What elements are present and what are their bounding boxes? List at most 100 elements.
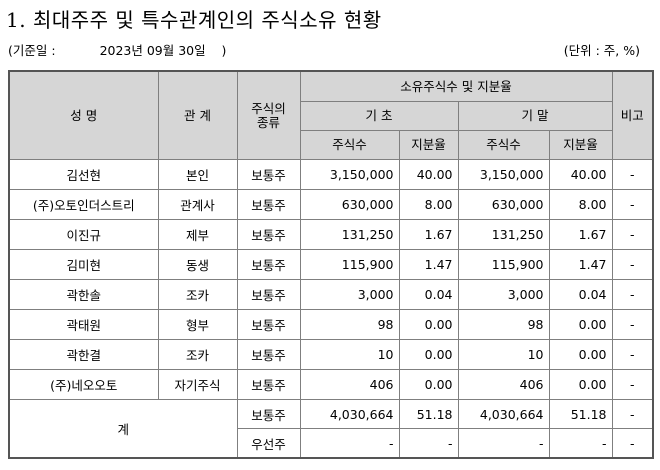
basis-date-line: (기준일 : 2023년 09월 30일 ) [8,40,226,59]
name-cell: 김선현 [8,159,159,190]
header-end-ratio: 지분율 [548,130,613,160]
header-ownership: 소유주식수 및 지분율 [299,70,613,102]
end-shares-cell: 10 [457,339,550,370]
note-cell: - [611,189,654,220]
start-shares-cell: 3,150,000 [299,159,400,190]
total-end-ratio-cell: 51.18 [548,399,613,429]
header-stock-type-line2: 종류 [256,114,280,130]
total-label-cell: 계 [8,399,238,459]
page-title: 1. 최대주주 및 특수관계인의 주식소유 현황 [6,8,382,32]
header-end-shares: 주식수 [457,130,550,160]
start-ratio-cell: 0.00 [398,309,459,340]
header-name: 성 명 [8,70,159,160]
relation-cell: 형부 [157,309,238,340]
note-cell: - [611,309,654,340]
name-cell: 곽한솔 [8,279,159,310]
note-cell: - [611,249,654,280]
basis-date-value: 2023년 09월 30일 [99,43,206,58]
stock-type-cell: 보통주 [236,339,301,370]
start-ratio-cell: 0.04 [398,279,459,310]
header-end: 기 말 [457,101,613,131]
total-stock-type-cell: 보통주 [236,399,301,429]
start-shares-cell: 3,000 [299,279,400,310]
stock-type-cell: 보통주 [236,279,301,310]
stock-type-cell: 보통주 [236,369,301,400]
table-row: (주)오토인더스트리 관계사 보통주 630,000 8.00 630,000 8.00- [8,189,654,220]
stock-type-cell: 보통주 [236,249,301,280]
note-cell: - [611,219,654,250]
total-note-cell: - [611,399,654,429]
header-start-shares: 주식수 [299,130,400,160]
relation-cell: 관계사 [157,189,238,220]
header-stock-type: 주식의 종류 [236,70,301,160]
name-cell: 이진규 [8,219,159,250]
note-cell: - [611,159,654,190]
table-row: 곽태원 형부 보통주 98 0.00 98 0.00- [8,309,654,340]
unit-note: (단위 : 주, %) [563,43,640,58]
table-body: 김선현 본인 보통주 3,150,000 40.00 3,150,000 40.00- (주)… [8,159,654,459]
start-shares-cell: 630,000 [299,189,400,220]
end-ratio-cell: 8.00 [548,189,613,220]
end-ratio-cell: 1.67 [548,219,613,250]
total-start-shares-cell: - [299,428,400,459]
start-shares-cell: 98 [299,309,400,340]
total-note-cell: - [611,428,654,459]
start-ratio-cell: 40.00 [398,159,459,190]
end-shares-cell: 131,250 [457,219,550,250]
table-row: 김미현 동생 보통주 115,900 1.47 115,900 1.47- [8,249,654,280]
header-note: 비고 [611,70,654,160]
start-ratio-cell: 1.67 [398,219,459,250]
stock-type-cell: 보통주 [236,159,301,190]
header-relation: 관 계 [157,70,238,160]
end-shares-cell: 115,900 [457,249,550,280]
table-row: 곽한결 조카 보통주 10 0.00 10 0.00- [8,339,654,370]
end-ratio-cell: 0.04 [548,279,613,310]
stock-type-cell: 보통주 [236,219,301,250]
total-stock-type-cell: 우선주 [236,428,301,459]
relation-cell: 자기주식 [157,369,238,400]
end-ratio-cell: 0.00 [548,369,613,400]
total-start-ratio-cell: 51.18 [398,399,459,429]
note-cell: - [611,369,654,400]
relation-cell: 조카 [157,279,238,310]
note-cell: - [611,279,654,310]
total-end-ratio-cell: - [548,428,613,459]
table-row: 곽한솔 조카 보통주 3,000 0.04 3,000 0.04- [8,279,654,310]
header-start: 기 초 [299,101,459,131]
end-ratio-cell: 0.00 [548,309,613,340]
end-shares-cell: 3,000 [457,279,550,310]
total-end-shares-cell: - [457,428,550,459]
relation-cell: 동생 [157,249,238,280]
end-ratio-cell: 0.00 [548,339,613,370]
start-ratio-cell: 8.00 [398,189,459,220]
start-shares-cell: 115,900 [299,249,400,280]
start-shares-cell: 131,250 [299,219,400,250]
table-row: 이진규 제부 보통주 131,250 1.67 131,250 1.67- [8,219,654,250]
relation-cell: 본인 [157,159,238,190]
name-cell: 곽태원 [8,309,159,340]
name-cell: 김미현 [8,249,159,280]
table-row: (주)네오오토 자기주식 보통주 406 0.00 406 0.00- [8,369,654,400]
end-ratio-cell: 1.47 [548,249,613,280]
total-row: 계 보통주 4,030,664 51.18 4,030,664 51.18- [8,399,654,459]
start-shares-cell: 10 [299,339,400,370]
relation-cell: 조카 [157,339,238,370]
basis-date-label: (기준일 : [8,43,56,58]
start-ratio-cell: 0.00 [398,339,459,370]
start-ratio-cell: 0.00 [398,369,459,400]
relation-cell: 제부 [157,219,238,250]
basis-date-close: ) [221,43,227,58]
stock-type-cell: 보통주 [236,309,301,340]
end-shares-cell: 630,000 [457,189,550,220]
name-cell: (주)오토인더스트리 [8,189,159,220]
header-stock-type-line1: 주식의 [251,100,286,116]
start-shares-cell: 406 [299,369,400,400]
shareholding-table: 성 명 관 계 주식의 종류 소유주식수 및 지분율 비고 기 초 기 말 주식수… [8,70,655,459]
stock-type-cell: 보통주 [236,189,301,220]
total-row: 우선주 - - - - - [9,428,654,459]
end-shares-cell: 98 [457,309,550,340]
name-cell: 곽한결 [8,339,159,370]
header-start-ratio: 지분율 [398,130,459,160]
total-end-shares-cell: 4,030,664 [457,399,550,429]
total-start-shares-cell: 4,030,664 [299,399,400,429]
